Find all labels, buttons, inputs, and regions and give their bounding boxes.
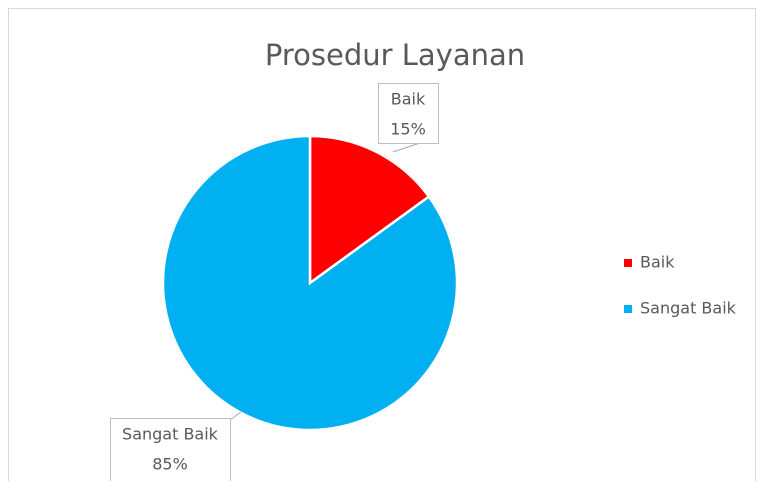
legend-label: Sangat Baik: [640, 299, 737, 318]
legend-swatch: [624, 259, 632, 267]
data-label-name: Sangat Baik: [122, 425, 219, 444]
leader-line: [229, 411, 242, 421]
data-label-value: 15%: [390, 120, 426, 139]
legend-label: Baik: [640, 253, 675, 272]
legend-swatch: [624, 305, 632, 313]
leader-line: [392, 142, 421, 153]
chart-title: Prosedur Layanan: [265, 38, 525, 72]
data-label-box: [378, 83, 439, 144]
pie-slice: [308, 134, 431, 286]
pie-slice: [161, 134, 459, 432]
data-label-box: [110, 418, 231, 481]
data-label-name: Baik: [391, 90, 426, 109]
data-label-value: 85%: [152, 455, 188, 474]
